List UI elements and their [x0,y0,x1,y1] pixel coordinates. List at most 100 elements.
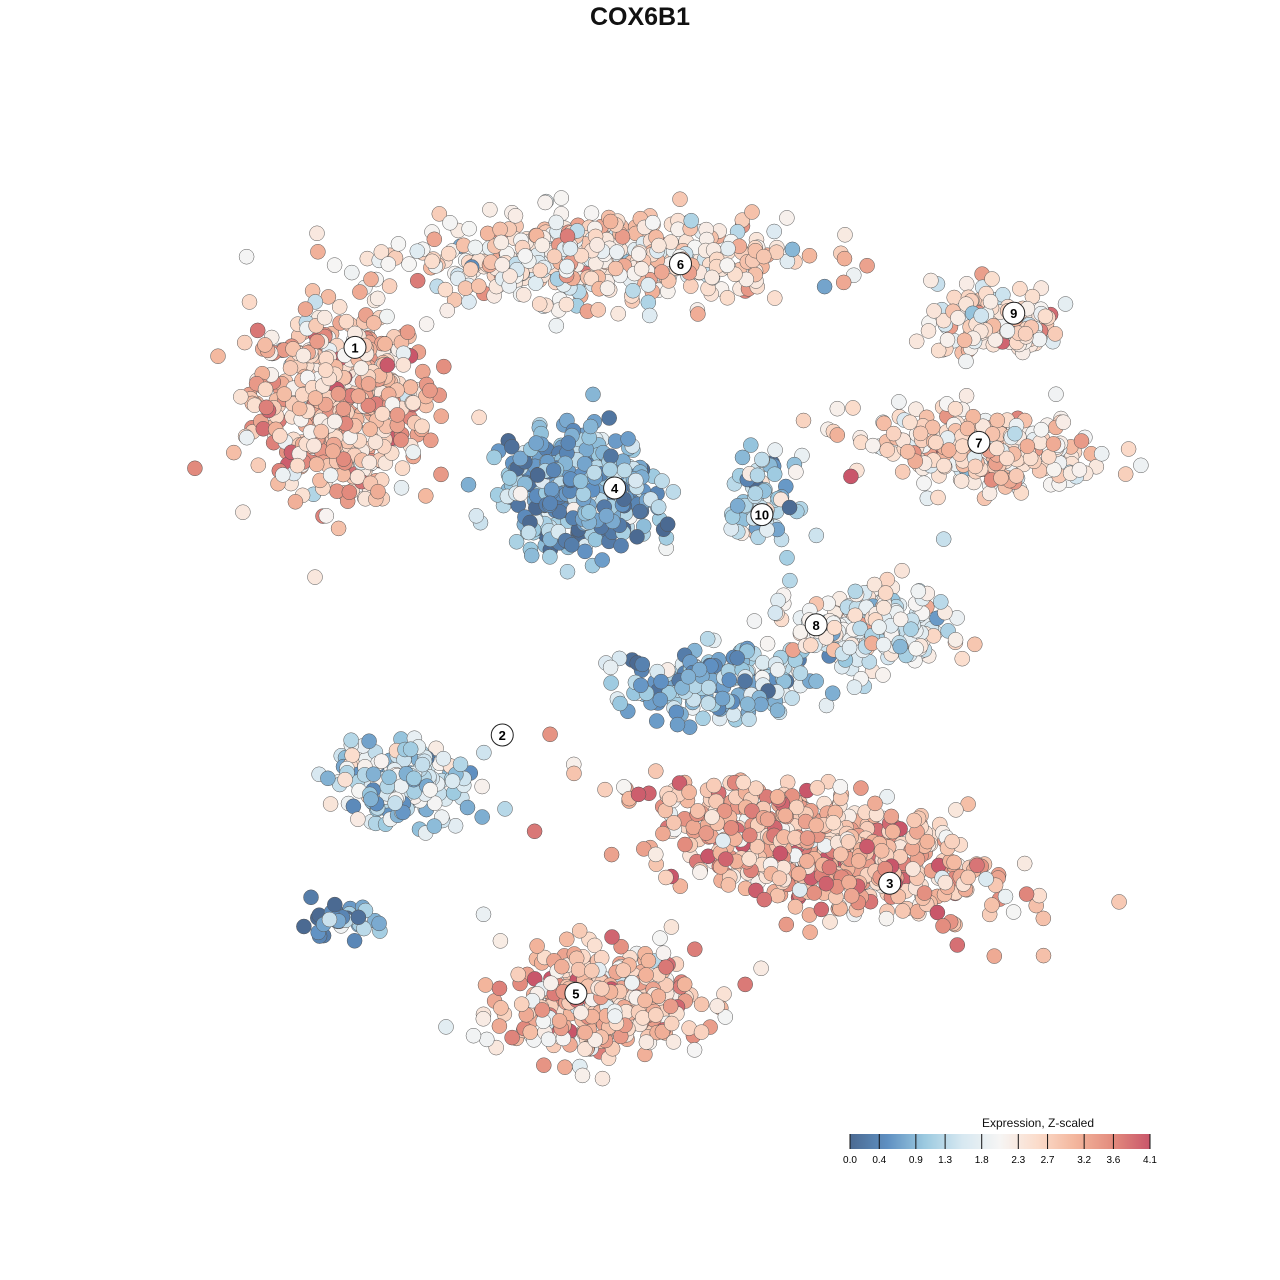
data-point [236,334,253,351]
data-point [879,788,895,805]
data-point [937,874,954,891]
data-point [735,774,752,791]
data-point [916,475,932,491]
chart-title: COX6B1 [589,3,691,31]
data-point [894,562,910,579]
cluster-label-text: 10 [755,508,769,523]
data-point [843,468,859,485]
data-point [493,234,509,251]
data-point [1047,326,1063,342]
data-point [700,695,717,711]
data-point [729,498,746,514]
data-point [504,1029,520,1046]
data-point [949,937,966,953]
data-point [1073,433,1090,449]
data-point [692,864,708,880]
data-point [379,357,396,373]
data-point [989,440,1005,457]
cluster-label: 4 [603,476,627,500]
data-point [672,878,689,894]
data-point [655,825,671,842]
data-point [438,1019,454,1035]
data-point [753,960,769,977]
data-point [746,613,763,629]
data-point [471,409,487,426]
data-point [829,400,846,417]
data-point [272,428,288,444]
data-point [537,194,553,211]
data-point [394,460,411,476]
data-point [494,257,510,273]
data-point [586,464,603,481]
data-point [769,789,786,805]
data-point [513,996,530,1012]
data-point [779,550,795,566]
legend-tick-label: 3.2 [1077,1155,1091,1166]
data-point [1037,308,1054,325]
data-point [598,508,615,524]
data-point [602,461,618,478]
data-point [548,214,564,231]
data-point [666,815,682,831]
data-point [771,870,788,886]
data-point [615,962,632,978]
data-point [671,775,688,791]
data-point [700,679,717,696]
data-point [433,408,449,424]
data-point [837,227,853,243]
data-point [482,201,498,218]
data-point [512,486,529,502]
data-point [510,966,526,983]
cluster-label: 5 [564,981,588,1005]
data-point [770,662,786,678]
data-point [363,271,379,287]
data-point [573,247,590,264]
data-point [719,290,736,306]
data-point [559,258,575,275]
data-point [349,469,366,485]
data-point [721,672,738,688]
data-point [303,889,319,906]
data-point [558,296,575,313]
data-point [504,439,520,455]
cluster-label: 10 [750,503,774,527]
data-point [452,756,469,773]
data-point [409,243,426,259]
data-point [335,401,352,417]
data-point [589,237,605,253]
cluster-label-text: 5 [572,986,579,1001]
data-point [431,206,448,222]
data-point [426,231,443,248]
data-point [716,803,733,819]
data-point [640,952,657,969]
legend-tick-label: 0.9 [909,1155,923,1166]
data-point [613,537,629,554]
data-point [638,1034,655,1050]
data-point [989,412,1006,429]
data-point [652,930,668,946]
data-point [782,572,798,589]
cluster-label: 1 [343,335,367,359]
data-point [610,305,626,322]
data-point [908,333,925,350]
data-point [459,799,476,816]
data-point [604,929,620,945]
data-point [777,807,794,824]
data-point [954,650,970,667]
data-point [663,1015,680,1032]
data-point [389,407,406,423]
data-point [395,357,412,373]
data-point [507,208,524,224]
data-point [1111,894,1127,910]
data-point [322,796,339,812]
data-point [877,585,894,601]
cluster-label-badge [343,335,367,359]
data-point [835,274,852,291]
data-point [926,303,942,319]
data-point [1057,296,1074,312]
data-point [295,347,312,364]
data-point [953,473,970,489]
data-point [799,853,815,869]
data-point [409,272,426,289]
data-point [767,290,783,306]
